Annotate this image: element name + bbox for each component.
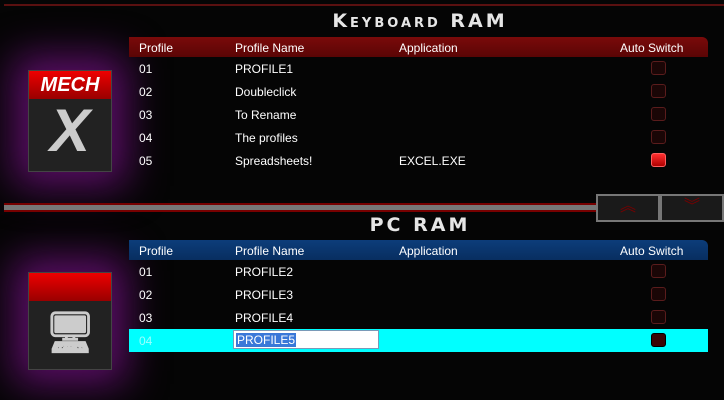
profile-number: 02 <box>139 288 153 302</box>
table-header: Profile Profile Name Application Auto Sw… <box>129 37 708 57</box>
profile-name: PROFILE1 <box>235 62 294 76</box>
mech-x64-logo: MECH X <box>28 70 112 172</box>
auto-switch-checkbox[interactable] <box>651 333 666 347</box>
profile-number: 01 <box>139 265 153 279</box>
table-header: Profile Profile Name Application Auto Sw… <box>129 240 708 260</box>
auto-switch-checkbox[interactable] <box>651 264 666 278</box>
profile-name: To Rename <box>235 108 297 122</box>
application: EXCEL.EXE <box>399 154 466 168</box>
profile-name: Spreadsheets! <box>235 154 313 168</box>
move-down-button[interactable]: ︾ <box>660 194 724 222</box>
profile-name: The profiles <box>235 131 298 145</box>
col-application: Application <box>399 41 458 55</box>
col-application: Application <box>399 244 458 258</box>
logo-letter: X <box>49 97 91 164</box>
auto-switch-checkbox[interactable] <box>651 107 666 121</box>
col-profile: Profile <box>139 244 174 258</box>
table-row[interactable]: 05 Spreadsheets! EXCEL.EXE <box>129 149 708 172</box>
keyboard-ram-title: Keyboard RAM <box>332 10 508 32</box>
table-row[interactable]: 02 Doubleclick <box>129 80 708 103</box>
table-row[interactable]: 03 PROFILE4 <box>129 306 708 329</box>
table-row[interactable]: 02 PROFILE3 <box>129 283 708 306</box>
table-row[interactable]: 01 PROFILE2 <box>129 260 708 283</box>
table-row[interactable]: 04 The profiles <box>129 126 708 149</box>
pc-icon: 🖥 <box>28 272 112 370</box>
col-auto-switch: Auto Switch <box>620 41 684 55</box>
table-row[interactable]: 04 PROFILE5 <box>129 329 708 352</box>
profile-number: 02 <box>139 85 153 99</box>
col-profile-name: Profile Name <box>235 41 305 55</box>
computer-icon: 🖥 <box>44 311 96 355</box>
auto-switch-checkbox[interactable] <box>651 287 666 301</box>
profile-name: PROFILE2 <box>235 265 294 279</box>
profile-number: 01 <box>139 62 153 76</box>
table-row[interactable]: 01 PROFILE1 <box>129 57 708 80</box>
profile-name: PROFILE3 <box>235 288 294 302</box>
profile-number: 04 <box>139 334 153 348</box>
pc-ram-title: PC RAM <box>369 214 471 236</box>
auto-switch-checkbox[interactable] <box>651 153 666 167</box>
profile-name: PROFILE4 <box>235 311 294 325</box>
move-up-button[interactable]: ︽ <box>596 194 660 222</box>
profile-name-input[interactable]: PROFILE5 <box>233 330 379 349</box>
profile-number: 05 <box>139 154 153 168</box>
logo-text: MECH <box>29 71 111 99</box>
auto-switch-checkbox[interactable] <box>651 310 666 324</box>
keyboard-profile-table: Profile Profile Name Application Auto Sw… <box>129 37 708 172</box>
top-border <box>4 4 724 6</box>
section-divider <box>4 203 596 212</box>
profile-number: 04 <box>139 131 153 145</box>
profile-number: 03 <box>139 311 153 325</box>
col-profile: Profile <box>139 41 174 55</box>
auto-switch-checkbox[interactable] <box>651 130 666 144</box>
profile-number: 03 <box>139 108 153 122</box>
auto-switch-checkbox[interactable] <box>651 61 666 75</box>
col-profile-name: Profile Name <box>235 244 305 258</box>
auto-switch-checkbox[interactable] <box>651 84 666 98</box>
pc-profile-table: Profile Profile Name Application Auto Sw… <box>129 240 708 352</box>
table-row[interactable]: 03 To Rename <box>129 103 708 126</box>
profile-name: Doubleclick <box>235 85 297 99</box>
col-auto-switch: Auto Switch <box>620 244 684 258</box>
